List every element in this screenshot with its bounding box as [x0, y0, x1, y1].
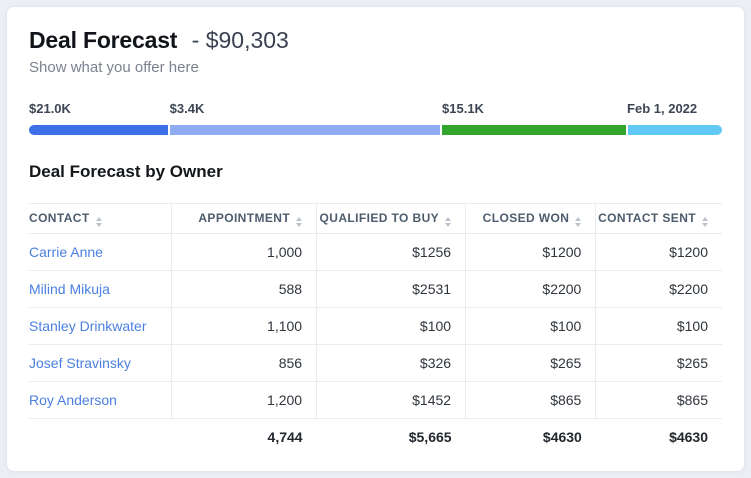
closed-won-value: $865	[465, 381, 597, 419]
sort-icon	[296, 216, 303, 227]
column-header-qualified-to-buy[interactable]: QUALIFIED TO BUY	[316, 203, 467, 234]
qualified-to-buy-value: $1256	[316, 233, 467, 271]
sort-icon	[575, 216, 582, 227]
table-title: Deal Forecast by Owner	[29, 162, 223, 181]
contact-sent-value: $100	[595, 307, 722, 345]
sort-icon	[702, 216, 708, 227]
qualified-to-buy-value: $326	[316, 344, 467, 382]
closed-won-value: $2200	[465, 270, 597, 308]
column-header-label: CONTACT	[29, 210, 90, 225]
column-header-label: CONTACT SENT	[598, 210, 696, 225]
column-header-contact-sent[interactable]: CONTACT SENT	[595, 203, 722, 234]
qualified-to-buy-value: $1452	[316, 381, 467, 419]
closed-won-total: $4630	[542, 428, 582, 445]
appointment-value: 1,100	[171, 307, 318, 345]
forecast-amount: $90,303	[205, 27, 289, 53]
funnel-bar	[29, 125, 722, 135]
table-row: Josef Stravinsky 856 $326 $265 $265	[29, 344, 722, 382]
column-header-label: QUALIFIED TO BUY	[319, 210, 440, 225]
qualified-to-buy-value: $2531	[316, 270, 467, 308]
page-title-text: Deal Forecast	[29, 27, 178, 53]
sort-icon	[95, 216, 102, 227]
column-header-contact[interactable]: CONTACT	[29, 203, 172, 234]
table-header-row: CONTACT APPOINTMENT QUALIFIED TO BUY CLO…	[29, 203, 722, 234]
column-header-label: CLOSED WON	[482, 210, 570, 225]
appointment-value: 856	[171, 344, 318, 382]
totals-empty-cell	[29, 419, 171, 455]
totals-row: 4,744 $5,665 $4630 $4630	[29, 419, 722, 455]
funnel-stage-label: Feb 1, 2022	[627, 101, 698, 116]
contact-link[interactable]: Josef Stravinsky	[29, 355, 131, 371]
qualified-to-buy-total: $5,665	[408, 428, 452, 445]
column-header-appointment[interactable]: APPOINTMENT	[171, 203, 318, 234]
contact-link[interactable]: Milind Mikuja	[29, 281, 110, 297]
funnel-stage-label: $21.0K	[29, 101, 71, 116]
sort-icon	[445, 216, 452, 227]
table-row: Milind Mikuja 588 $2531 $2200 $2200	[29, 270, 722, 308]
appointment-value: 1,200	[171, 381, 318, 419]
appointment-total: 4,744	[267, 428, 303, 445]
page-subtitle: Show what you offer here	[29, 59, 199, 76]
contact-sent-value: $265	[595, 344, 722, 382]
funnel-stage-labels: $21.0K $3.4K $15.1K Feb 1, 2022	[29, 101, 722, 117]
contact-link[interactable]: Stanley Drinkwater	[29, 318, 147, 334]
appointment-value: 1,000	[171, 233, 318, 271]
closed-won-value: $1200	[465, 233, 597, 271]
page-title-amount: - $90,303	[192, 27, 289, 53]
funnel-segment-4[interactable]	[627, 125, 722, 135]
deal-forecast-table: CONTACT APPOINTMENT QUALIFIED TO BUY CLO…	[29, 203, 722, 455]
contact-sent-value: $1200	[595, 233, 722, 271]
appointment-value: 588	[171, 270, 318, 308]
table-row: Carrie Anne 1,000 $1256 $1200 $1200	[29, 233, 722, 271]
contact-sent-value: $2200	[595, 270, 722, 308]
deal-funnel: $21.0K $3.4K $15.1K Feb 1, 2022	[29, 101, 722, 135]
column-header-label: APPOINTMENT	[198, 210, 291, 225]
table-row: Roy Anderson 1,200 $1452 $865 $865	[29, 381, 722, 419]
closed-won-value: $100	[465, 307, 597, 345]
funnel-stage-label: $15.1K	[442, 101, 484, 116]
contact-sent-value: $865	[595, 381, 722, 419]
funnel-segment-3[interactable]	[442, 125, 626, 135]
funnel-segment-1[interactable]	[29, 125, 169, 135]
closed-won-value: $265	[465, 344, 597, 382]
funnel-stage-label: $3.4K	[169, 101, 205, 116]
contact-sent-total: $4630	[669, 428, 708, 445]
title-separator: -	[191, 27, 200, 53]
page-title: Deal Forecast - $90,303	[29, 26, 722, 54]
contact-link[interactable]: Roy Anderson	[29, 392, 117, 408]
deal-forecast-card: Deal Forecast - $90,303 Show what you of…	[6, 6, 745, 472]
column-header-closed-won[interactable]: CLOSED WON	[465, 203, 597, 234]
contact-link[interactable]: Carrie Anne	[29, 244, 103, 260]
funnel-segment-2[interactable]	[170, 125, 441, 135]
qualified-to-buy-value: $100	[316, 307, 467, 345]
table-row: Stanley Drinkwater 1,100 $100 $100 $100	[29, 307, 722, 345]
